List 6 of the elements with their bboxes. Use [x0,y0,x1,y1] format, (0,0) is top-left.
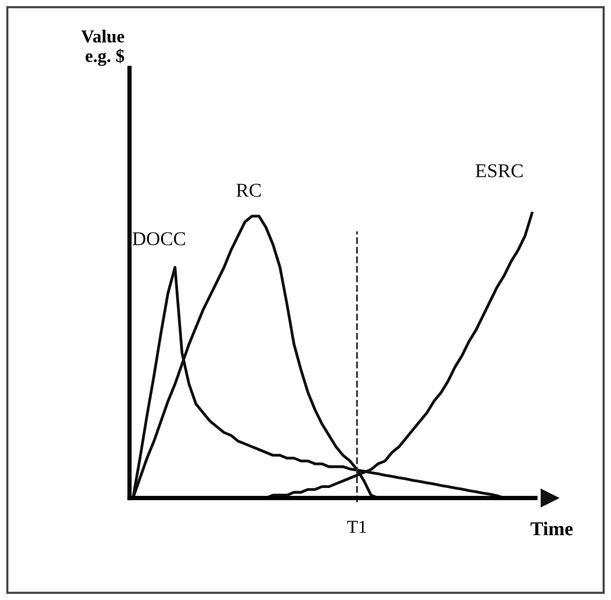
series-label: RC [236,184,261,197]
series-label: ESRC [476,164,523,178]
series-label: DOCC [132,232,186,246]
text: Value e.g. $ [81,30,124,66]
x-axis-title: Time [530,522,573,536]
text: T1 [347,520,366,533]
